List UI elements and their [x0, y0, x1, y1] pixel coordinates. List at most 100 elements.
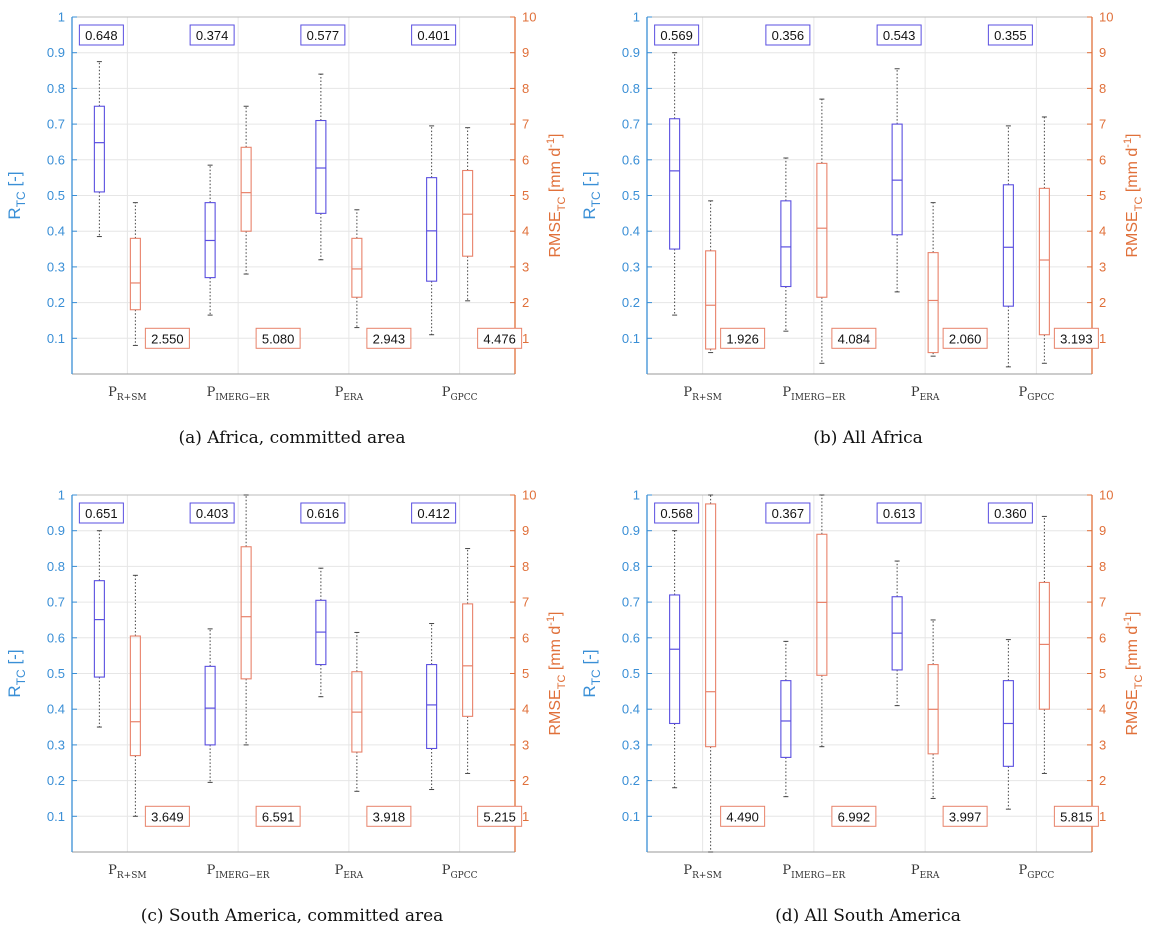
rmse-tc-iqr-box	[1038, 187, 1050, 336]
left-tick-label: 1	[633, 488, 640, 503]
r-tc-box	[315, 567, 327, 698]
right-tick-label: 7	[522, 117, 529, 132]
r-tc-box	[780, 640, 792, 798]
right-tick-label: 4	[1099, 224, 1106, 239]
left-tick-label: 0.8	[622, 559, 640, 574]
left-tick-label: 1	[58, 488, 65, 503]
x-category-label: PERA	[911, 385, 940, 403]
rmse-tc-median-label-box	[144, 805, 190, 827]
rmse-tc-median-label: 4.476	[483, 331, 516, 346]
left-tick-label: 0.4	[47, 702, 65, 717]
rmse-tc-median-label-box	[1053, 327, 1099, 349]
r-tc-box	[891, 68, 903, 293]
r-tc-iqr-box	[204, 665, 216, 746]
r-tc-median-label: 0.360	[994, 506, 1027, 521]
r-tc-iqr-box	[891, 123, 903, 236]
r-tc-iqr-box	[669, 594, 681, 725]
rmse-tc-median-label: 2.060	[949, 331, 982, 346]
rmse-tc-box	[129, 574, 141, 817]
right-tick-label: 7	[1099, 595, 1106, 610]
rmse-tc-iqr-box	[240, 546, 252, 680]
right-tick-label: 4	[522, 224, 529, 239]
right-tick-label: 4	[1099, 702, 1106, 717]
left-tick-label: 0.5	[47, 188, 65, 203]
right-tick-label: 10	[522, 10, 536, 25]
r-tc-median-label: 0.403	[196, 506, 229, 521]
left-tick-label: 0.2	[47, 773, 65, 788]
rmse-tc-median-label: 4.084	[838, 331, 871, 346]
x-category-label: PERA	[335, 863, 364, 881]
left-tick-label: 0.9	[47, 523, 65, 538]
right-tick-label: 9	[1099, 45, 1106, 60]
rmse-tc-median-label: 1.926	[726, 331, 759, 346]
rmse-tc-median-label: 5.215	[483, 809, 516, 824]
left-tick-label: 0.6	[47, 152, 65, 167]
left-tick-label: 0.4	[622, 702, 640, 717]
right-tick-label: 6	[1099, 630, 1106, 645]
rmse-tc-box	[705, 200, 717, 354]
right-tick-label: 2	[1099, 773, 1106, 788]
left-axis-label: RTC [-]	[5, 171, 28, 219]
r-tc-median-label: 0.367	[772, 506, 805, 521]
r-tc-median-label-box	[411, 502, 457, 524]
rmse-tc-median-label-box	[1053, 805, 1099, 827]
r-tc-box	[204, 164, 216, 316]
rmse-tc-box	[1038, 515, 1050, 774]
r-tc-iqr-box	[780, 200, 792, 288]
rmse-tc-box	[927, 202, 939, 357]
left-tick-label: 0.9	[622, 523, 640, 538]
x-category-label: PR+SM	[108, 385, 146, 403]
left-tick-label: 0.8	[47, 559, 65, 574]
rmse-tc-median-label: 3.649	[151, 809, 184, 824]
rmse-tc-box	[705, 494, 717, 853]
right-tick-label: 3	[1099, 259, 1106, 274]
r-tc-box	[426, 623, 438, 791]
rmse-tc-median-label-box	[720, 327, 766, 349]
rmse-tc-iqr-box	[462, 169, 474, 257]
right-tick-label: 8	[1099, 559, 1106, 574]
left-tick-label: 0.2	[622, 773, 640, 788]
right-tick-label: 8	[1099, 81, 1106, 96]
x-category-label: PIMERG−ER	[207, 385, 270, 403]
rmse-tc-median-label: 6.992	[838, 809, 871, 824]
rmse-tc-box	[462, 548, 474, 774]
chart-panel-1: 0.1 0.2 0.3 0.4 0.5 0.6 0.7 0.8 0.9 1 1 2 3 4 5 6 7 8 9 10 R…	[5, 10, 568, 449]
rmse-tc-median-label-box	[366, 805, 412, 827]
rmse-tc-median-label: 5.815	[1060, 809, 1093, 824]
x-category-label: PR+SM	[683, 385, 721, 403]
rmse-tc-box	[351, 209, 363, 329]
right-tick-label: 6	[522, 630, 529, 645]
left-tick-label: 0.9	[47, 45, 65, 60]
left-tick-label: 0.3	[47, 259, 65, 274]
left-tick-label: 0.2	[47, 295, 65, 310]
rmse-tc-median-label-box	[366, 327, 412, 349]
rmse-tc-iqr-box	[129, 635, 141, 757]
chart-panel-2: 0.1 0.2 0.3 0.4 0.5 0.6 0.7 0.8 0.9 1 1 2 3 4 5 6 7 8 9 10 R…	[580, 10, 1145, 449]
right-tick-label: 1	[522, 809, 529, 824]
left-tick-label: 0.6	[622, 630, 640, 645]
chart-panel-4: 0.1 0.2 0.3 0.4 0.5 0.6 0.7 0.8 0.9 1 1 2 3 4 5 6 7 8 9 10 R…	[580, 488, 1145, 927]
chart-panel-3: 0.1 0.2 0.3 0.4 0.5 0.6 0.7 0.8 0.9 1 1 2 3 4 5 6 7 8 9 10 R…	[5, 488, 568, 927]
rmse-tc-median-label: 2.943	[373, 331, 406, 346]
r-tc-box	[891, 560, 903, 707]
rmse-tc-box	[240, 105, 252, 275]
rmse-tc-iqr-box	[705, 250, 717, 350]
right-tick-label: 4	[522, 702, 529, 717]
rmse-tc-iqr-box	[129, 237, 141, 311]
right-tick-label: 6	[522, 152, 529, 167]
right-tick-label: 1	[1099, 331, 1106, 346]
left-tick-label: 1	[633, 10, 640, 25]
rmse-tc-median-label-box	[831, 327, 877, 349]
r-tc-median-label-box	[189, 24, 235, 46]
r-tc-median-label: 0.577	[307, 28, 340, 43]
rmse-tc-iqr-box	[1038, 581, 1050, 710]
right-tick-label: 5	[1099, 188, 1106, 203]
x-category-label: PGPCC	[1018, 863, 1054, 881]
r-tc-box	[93, 530, 105, 728]
left-tick-label: 0.7	[622, 117, 640, 132]
r-tc-median-label-box	[300, 24, 346, 46]
rmse-tc-median-label: 3.193	[1060, 331, 1093, 346]
rmse-tc-median-label: 5.080	[262, 331, 295, 346]
r-tc-median-label: 0.401	[417, 28, 450, 43]
r-tc-box	[669, 530, 681, 789]
